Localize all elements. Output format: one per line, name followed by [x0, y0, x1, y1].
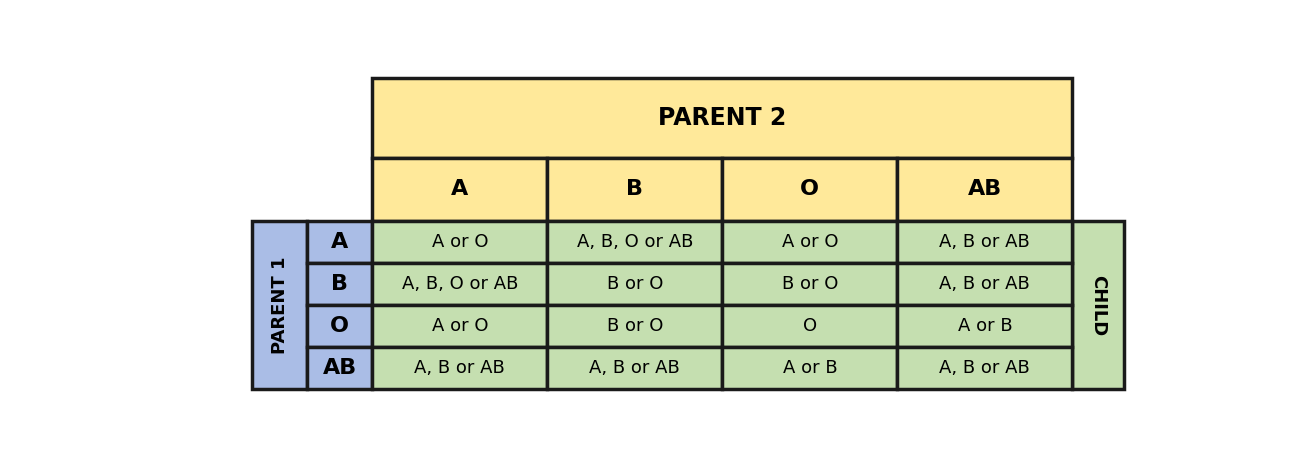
- Text: A, B, O or AB: A, B, O or AB: [401, 275, 518, 293]
- Bar: [897, 305, 1073, 347]
- Text: AB: AB: [968, 180, 1002, 199]
- Bar: [547, 263, 722, 305]
- Bar: [547, 347, 722, 389]
- Text: A, B or AB: A, B or AB: [590, 359, 681, 377]
- Bar: [722, 347, 897, 389]
- Text: B or O: B or O: [782, 275, 839, 293]
- Text: B: B: [626, 180, 643, 199]
- Text: A or B: A or B: [958, 317, 1012, 335]
- Text: A or O: A or O: [782, 233, 839, 251]
- Bar: [897, 158, 1073, 221]
- Bar: [897, 347, 1073, 389]
- Bar: [373, 78, 1073, 158]
- Text: A or B: A or B: [783, 359, 837, 377]
- Text: A, B, O or AB: A, B, O or AB: [577, 233, 694, 251]
- Bar: [373, 305, 547, 347]
- Text: A, B or AB: A, B or AB: [939, 359, 1030, 377]
- Text: A: A: [452, 180, 468, 199]
- Bar: [307, 263, 373, 305]
- Bar: [897, 263, 1073, 305]
- Bar: [373, 347, 547, 389]
- Bar: [897, 221, 1073, 263]
- Text: CHILD: CHILD: [1090, 274, 1108, 336]
- Text: O: O: [801, 180, 819, 199]
- Bar: [547, 221, 722, 263]
- Text: A or O: A or O: [432, 233, 488, 251]
- Text: B or O: B or O: [607, 275, 663, 293]
- Bar: [722, 221, 897, 263]
- Text: A: A: [331, 232, 348, 252]
- Bar: [722, 158, 897, 221]
- Bar: [722, 263, 897, 305]
- Text: AB: AB: [322, 358, 357, 378]
- Bar: [373, 158, 547, 221]
- Text: PARENT 2: PARENT 2: [659, 106, 787, 130]
- Text: A or O: A or O: [432, 317, 488, 335]
- Text: A, B or AB: A, B or AB: [939, 275, 1030, 293]
- Bar: [547, 158, 722, 221]
- Text: O: O: [802, 317, 817, 335]
- Text: O: O: [330, 316, 349, 336]
- Text: B or O: B or O: [607, 317, 663, 335]
- Bar: [307, 221, 373, 263]
- Text: B: B: [331, 274, 348, 294]
- Bar: [373, 221, 547, 263]
- Text: A, B or AB: A, B or AB: [939, 233, 1030, 251]
- Text: PARENT 1: PARENT 1: [270, 257, 289, 354]
- Text: A, B or AB: A, B or AB: [414, 359, 505, 377]
- Bar: [722, 305, 897, 347]
- Bar: [373, 263, 547, 305]
- Bar: [307, 347, 373, 389]
- Bar: [307, 305, 373, 347]
- Bar: [1073, 221, 1124, 389]
- Bar: [252, 221, 307, 389]
- Bar: [547, 305, 722, 347]
